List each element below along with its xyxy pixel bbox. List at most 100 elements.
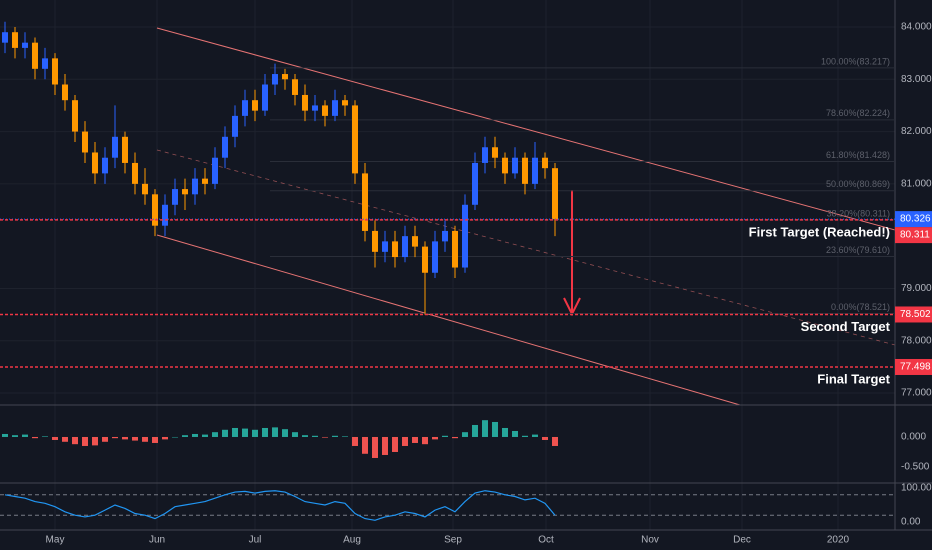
candle-body [492, 147, 498, 158]
macd-bar [412, 436, 418, 443]
macd-bar [162, 436, 168, 440]
macd-bar [482, 420, 488, 437]
macd-bar [382, 436, 388, 455]
candle-body [42, 58, 48, 69]
candle-body [292, 79, 298, 95]
candle-body [282, 74, 288, 80]
candle-body [402, 236, 408, 258]
macd-bar [322, 436, 328, 438]
candle-body [322, 105, 328, 116]
candle-body [412, 236, 418, 247]
stoch-tick-label: 100.00 [901, 483, 932, 494]
candle-body [132, 162, 138, 184]
candle-body [332, 100, 338, 116]
fib-label: 78.60%(82.224) [826, 108, 890, 118]
fib-label: 61.80%(81.428) [826, 150, 890, 160]
candle-body [252, 100, 258, 111]
fib-label: 38.20%(80.311) [827, 208, 890, 218]
candle-body [552, 168, 558, 220]
candle-body [502, 157, 508, 174]
candle-body [12, 32, 18, 48]
candle-body [32, 42, 38, 69]
macd-bar [542, 436, 548, 440]
candle-body [62, 84, 68, 101]
macd-bar [82, 436, 88, 446]
candle-body [442, 230, 448, 242]
macd-bar [252, 429, 258, 437]
macd-bar [522, 435, 528, 437]
macd-bar [2, 433, 8, 437]
candle-body [522, 157, 528, 184]
candle-body [162, 204, 168, 226]
x-tick-label: Oct [538, 535, 554, 546]
fib-label: 100.00%(83.217) [821, 56, 890, 66]
y-tick-label: 81.000 [901, 178, 932, 189]
x-tick-label: 2020 [827, 535, 850, 546]
fib-label: 0.00%(78.521) [831, 302, 890, 312]
candle-body [52, 58, 58, 85]
y-tick-label: 84.000 [901, 22, 932, 33]
candle-body [372, 230, 378, 252]
target-label: First Target (Reached!) [749, 224, 890, 239]
candle-body [352, 105, 358, 174]
target-badge [895, 306, 932, 323]
candle-body [382, 241, 388, 252]
candle-body [92, 152, 98, 174]
candle-body [482, 147, 488, 163]
macd-bar [282, 429, 288, 437]
candle-body [182, 189, 188, 195]
candle-body [82, 131, 88, 153]
macd-bar [12, 435, 18, 437]
macd-bar [342, 436, 348, 437]
macd-bar [472, 424, 478, 437]
macd-bar [72, 436, 78, 445]
macd-bar [232, 427, 238, 437]
macd-bar [492, 421, 498, 437]
macd-bar [292, 432, 298, 437]
candle-body [72, 100, 78, 132]
macd-bar [202, 434, 208, 437]
macd-bar [312, 435, 318, 437]
x-tick-label: Dec [733, 535, 751, 546]
macd-bar [62, 436, 68, 442]
macd-bar [302, 435, 308, 437]
candle-body [262, 84, 268, 111]
macd-bar [512, 430, 518, 437]
macd-bar [362, 436, 368, 454]
macd-bar [452, 436, 458, 439]
candle-body [172, 189, 178, 205]
candle-body [102, 157, 108, 174]
y-tick-label: 79.000 [901, 283, 932, 294]
candle-body [342, 100, 348, 106]
y-tick-label: 82.000 [901, 126, 932, 137]
macd-bar [372, 436, 378, 458]
price-badge [895, 211, 932, 228]
candle-body [462, 204, 468, 268]
stoch-tick-label: 0.00 [901, 517, 921, 528]
candle-body [2, 32, 8, 43]
macd-bar [272, 427, 278, 437]
fib-label: 23.60%(79.610) [826, 245, 890, 255]
macd-bar [152, 436, 158, 443]
candle-body [392, 241, 398, 258]
candle-body [472, 162, 478, 205]
target-badge-label: 77.498 [900, 362, 931, 373]
macd-bar [422, 436, 428, 445]
y-tick-label: 83.000 [901, 74, 932, 85]
target-badge [895, 358, 932, 375]
channel-lower [156, 234, 741, 406]
macd-bar [242, 428, 248, 437]
macd-bar [212, 432, 218, 437]
x-tick-label: Nov [641, 535, 659, 546]
macd-bar [432, 436, 438, 440]
x-tick-label: Sep [444, 535, 462, 546]
macd-bar [32, 436, 38, 439]
candle-body [142, 183, 148, 195]
x-tick-label: Jul [249, 535, 262, 546]
stoch-line [4, 490, 556, 521]
macd-bar [142, 436, 148, 442]
candle-body [422, 246, 428, 273]
macd-bar [102, 436, 108, 442]
macd-tick-label: -0.500 [901, 462, 930, 473]
